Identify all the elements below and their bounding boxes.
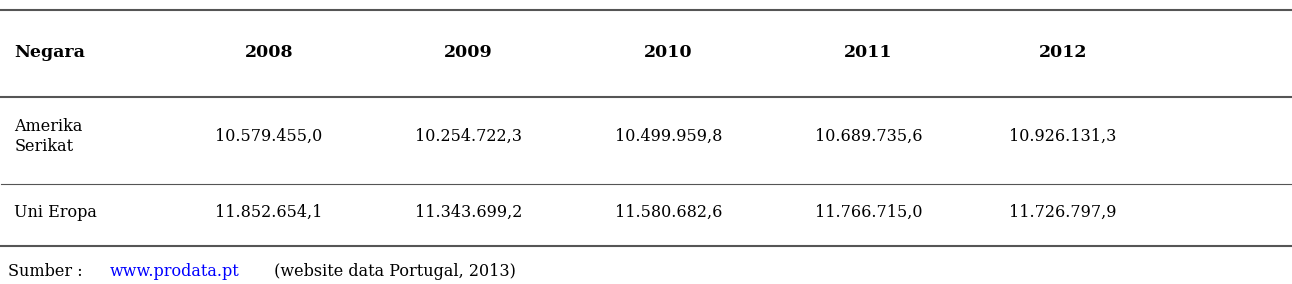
Text: Amerika
Serikat: Amerika Serikat	[14, 118, 83, 155]
Text: 11.343.699,2: 11.343.699,2	[415, 204, 522, 221]
Text: (website data Portugal, 2013): (website data Portugal, 2013)	[269, 263, 516, 280]
Text: 10.499.959,8: 10.499.959,8	[615, 128, 722, 145]
Text: 10.926.131,3: 10.926.131,3	[1009, 128, 1116, 145]
Text: 11.852.654,1: 11.852.654,1	[216, 204, 323, 221]
Text: 2011: 2011	[844, 43, 893, 60]
Text: 2009: 2009	[444, 43, 494, 60]
Text: Uni Eropa: Uni Eropa	[14, 204, 97, 221]
Text: 11.580.682,6: 11.580.682,6	[615, 204, 722, 221]
Text: 10.254.722,3: 10.254.722,3	[415, 128, 522, 145]
Text: 2008: 2008	[244, 43, 293, 60]
Text: 10.579.455,0: 10.579.455,0	[216, 128, 323, 145]
Text: Sumber :: Sumber :	[8, 263, 88, 280]
Text: 10.689.735,6: 10.689.735,6	[815, 128, 922, 145]
Text: 2010: 2010	[645, 43, 693, 60]
Text: Negara: Negara	[14, 43, 85, 60]
Text: 2012: 2012	[1039, 43, 1088, 60]
Text: www.prodata.pt: www.prodata.pt	[110, 263, 240, 280]
Text: 11.726.797,9: 11.726.797,9	[1009, 204, 1116, 221]
Text: 11.766.715,0: 11.766.715,0	[815, 204, 922, 221]
